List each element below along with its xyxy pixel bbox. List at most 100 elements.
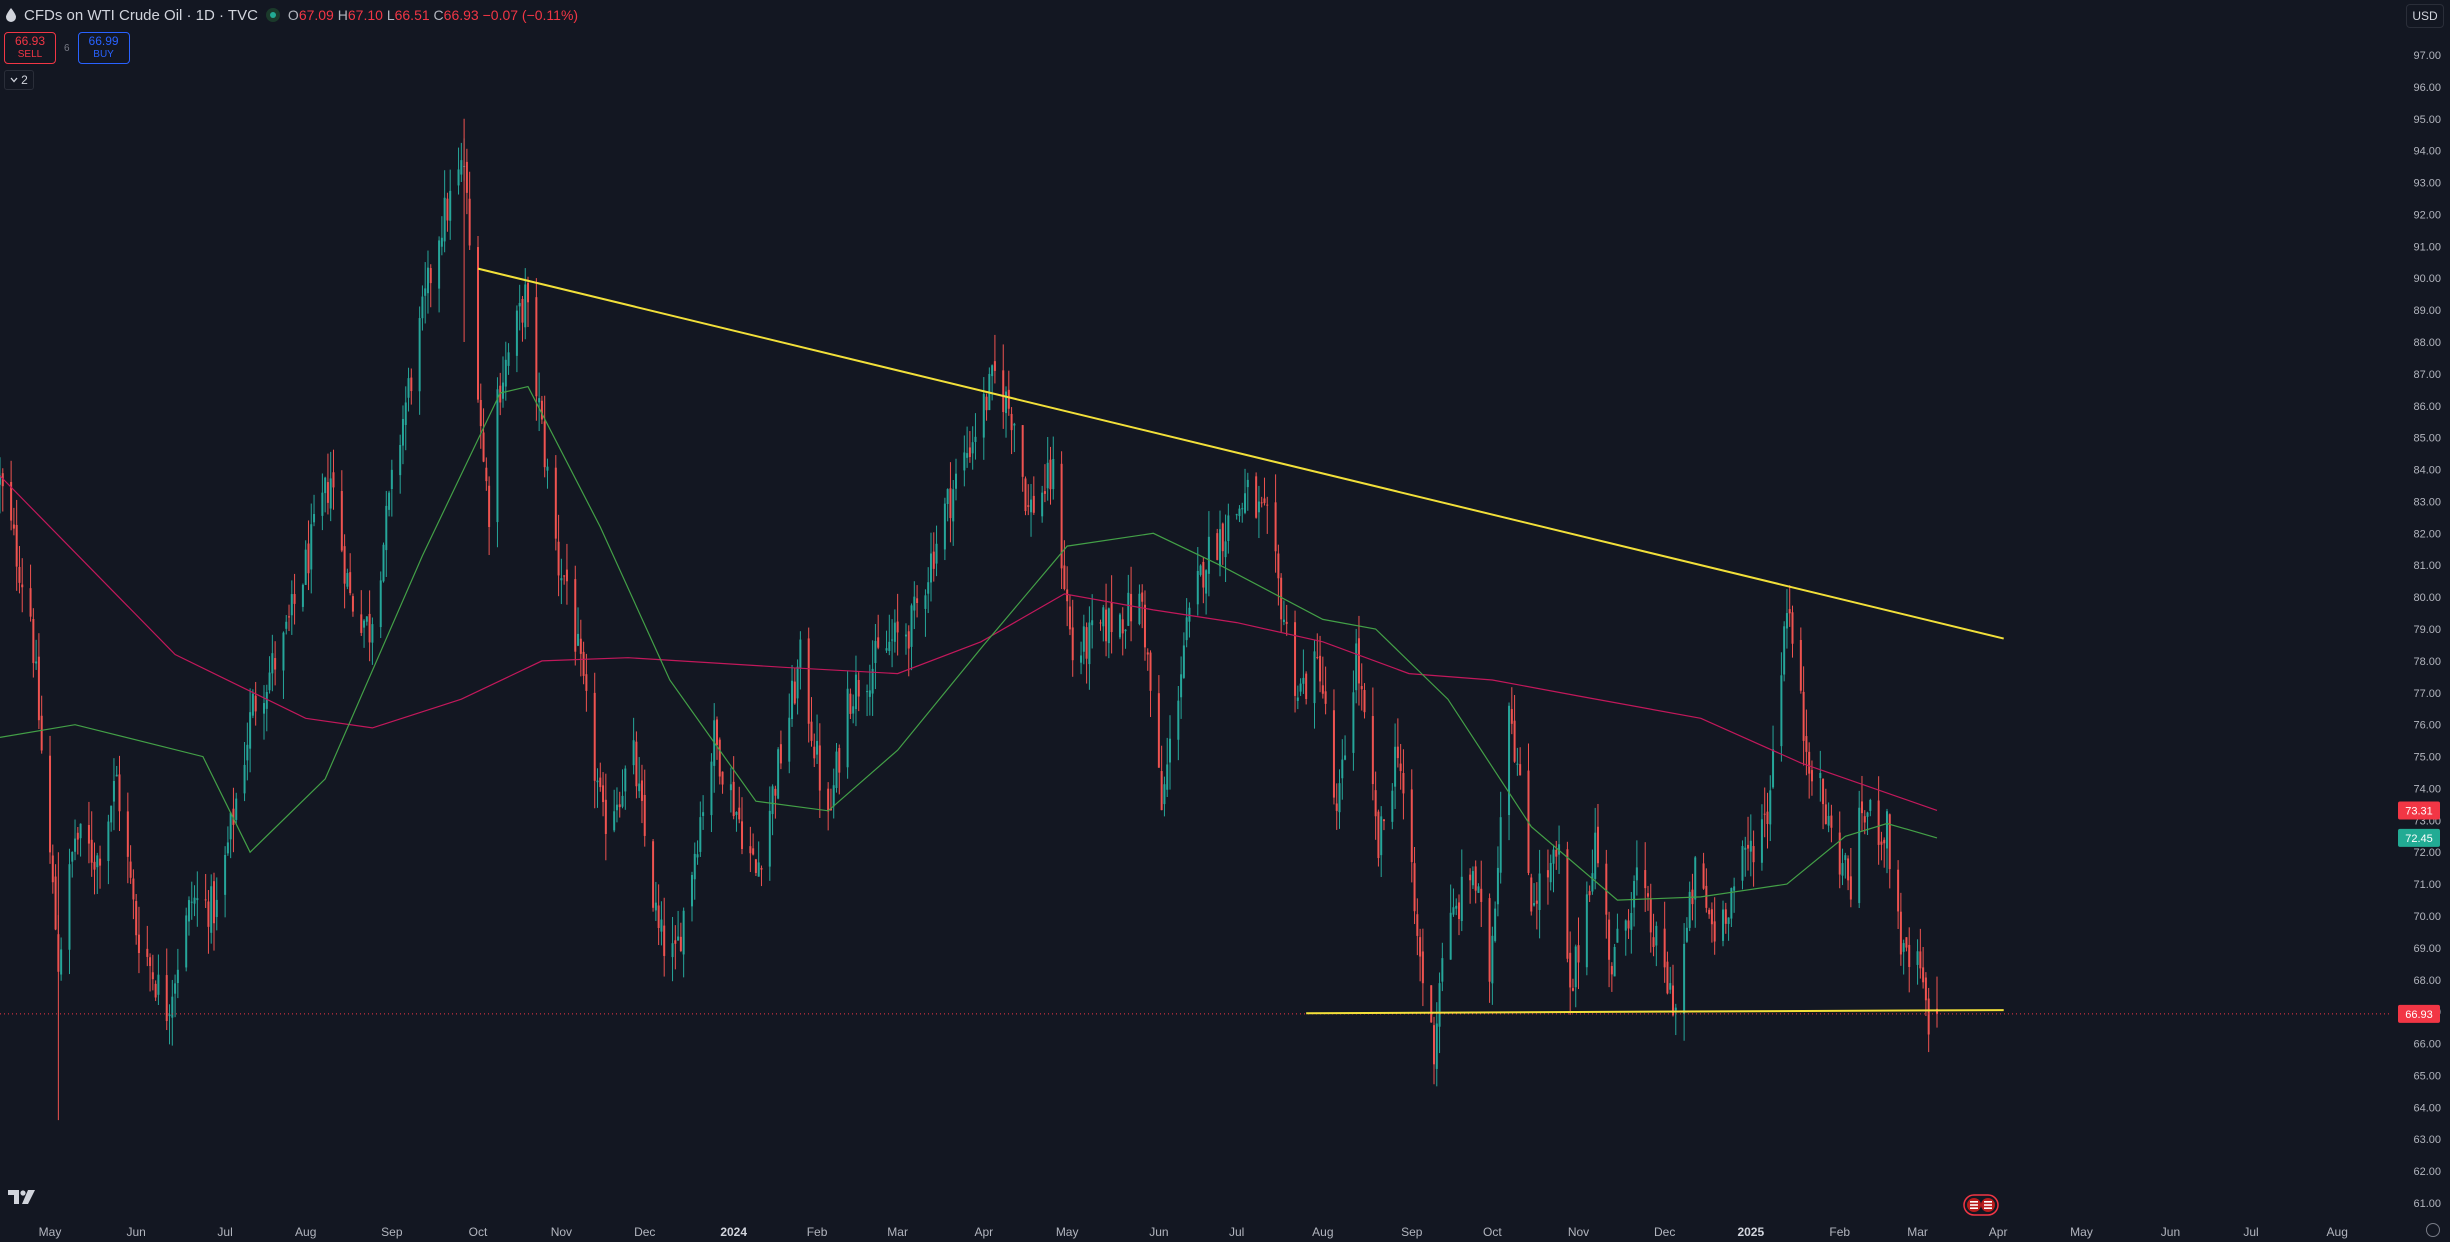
time-tick-label: Nov [551,1225,572,1239]
candle-body [693,853,696,880]
candle-body [1260,502,1263,504]
candle-body [1399,763,1402,772]
candle-body [1141,592,1144,602]
candle-body [1519,764,1522,776]
open-label: O [287,7,299,23]
candle-body [749,846,752,854]
candle-body [1510,709,1513,724]
price-tick-label: 77.00 [2413,688,2441,700]
candle-body [943,503,946,550]
candle-body [224,854,227,895]
candle-body [1733,886,1736,891]
indicators-count: 2 [21,73,28,87]
candle-body [893,622,896,642]
buy-button[interactable]: 66.99 BUY [77,32,130,64]
candle-body [1596,826,1599,864]
candle-body [1883,839,1886,844]
candle-body [907,631,910,649]
us-flag-event-icon[interactable] [1963,1194,1999,1216]
candle-body [288,616,291,618]
candle-body [74,838,77,852]
candle-body [652,841,655,908]
candle-body [132,878,135,900]
price-axis[interactable] [2392,0,2450,1242]
candle-body [1635,867,1638,881]
candle-body [1685,927,1688,942]
candle-body [399,444,402,476]
candle-body [1810,770,1813,782]
market-status-icon[interactable] [265,8,280,22]
candle-body [1105,609,1108,642]
candle-body [618,804,621,808]
candle-body [1419,937,1422,957]
candle-body [1480,888,1483,902]
price-tick-label: 88.00 [2413,337,2441,349]
sell-button[interactable]: 66.93 SELL [4,32,56,64]
symbol-title[interactable]: CFDs on WTI Crude Oil · 1D · TVC [24,6,258,24]
candle-body [982,393,985,438]
candle-body [524,284,527,328]
price-label-text: 66.93 [2405,1009,2433,1021]
candle-body [426,267,429,294]
candle-body [32,618,35,664]
candle-body [313,514,316,523]
candle-body [1005,391,1008,414]
close-label: C [433,7,444,23]
candle-body [788,717,791,762]
settings-gear-icon[interactable] [2426,1223,2440,1237]
candle-body [1091,620,1094,626]
candle-body [1196,570,1199,605]
candle-body [365,616,368,622]
candle-body [1441,958,1444,982]
time-tick-label: Jul [2243,1225,2258,1239]
currency-button[interactable]: USD [2406,4,2444,28]
candle-body [732,781,735,817]
candle-body [760,867,763,870]
candle-body [1474,866,1477,891]
price-tick-label: 96.00 [2413,82,2441,94]
candle-body [190,901,193,903]
candle-body [1121,619,1124,634]
candle-body [329,478,332,509]
candle-body [585,674,588,691]
candle-body [187,900,190,922]
time-tick-label: Apr [974,1225,993,1239]
candle-body [1199,565,1202,575]
candle-body [1338,783,1341,813]
candle-body [1246,479,1249,488]
candle-body [1805,736,1808,752]
price-tick-label: 85.00 [2413,433,2441,445]
candle-body [1616,928,1619,943]
moving-average-line [0,475,1938,811]
candle-body [151,972,154,980]
trendline[interactable] [1306,1009,2004,1015]
price-tick-label: 64.00 [2413,1102,2441,1114]
candle-body [966,453,969,458]
candle-body [246,744,249,761]
candle-body [1663,928,1666,968]
indicators-toggle[interactable]: 2 [4,70,34,90]
candle-body [615,804,618,811]
candle-body [76,832,79,840]
candle-body [446,198,449,221]
candle-body [343,546,346,584]
candle-body [1669,983,1672,990]
price-tick-label: 86.00 [2413,401,2441,413]
high-label: H [337,7,348,23]
candle-body [349,572,352,594]
price-tick-label: 89.00 [2413,305,2441,317]
candle-body [502,382,505,399]
candle-body [1822,778,1825,805]
candle-body [1558,844,1561,855]
candle-body [1469,874,1472,881]
candle-body [1205,570,1208,594]
candle-body [1052,459,1055,490]
trendline[interactable] [477,267,2004,640]
candle-body [955,473,957,489]
candle-body [90,839,93,863]
candle-body [1280,577,1283,620]
candle-body [1538,873,1541,910]
candle-body [654,902,657,911]
candle-body [1869,799,1872,811]
